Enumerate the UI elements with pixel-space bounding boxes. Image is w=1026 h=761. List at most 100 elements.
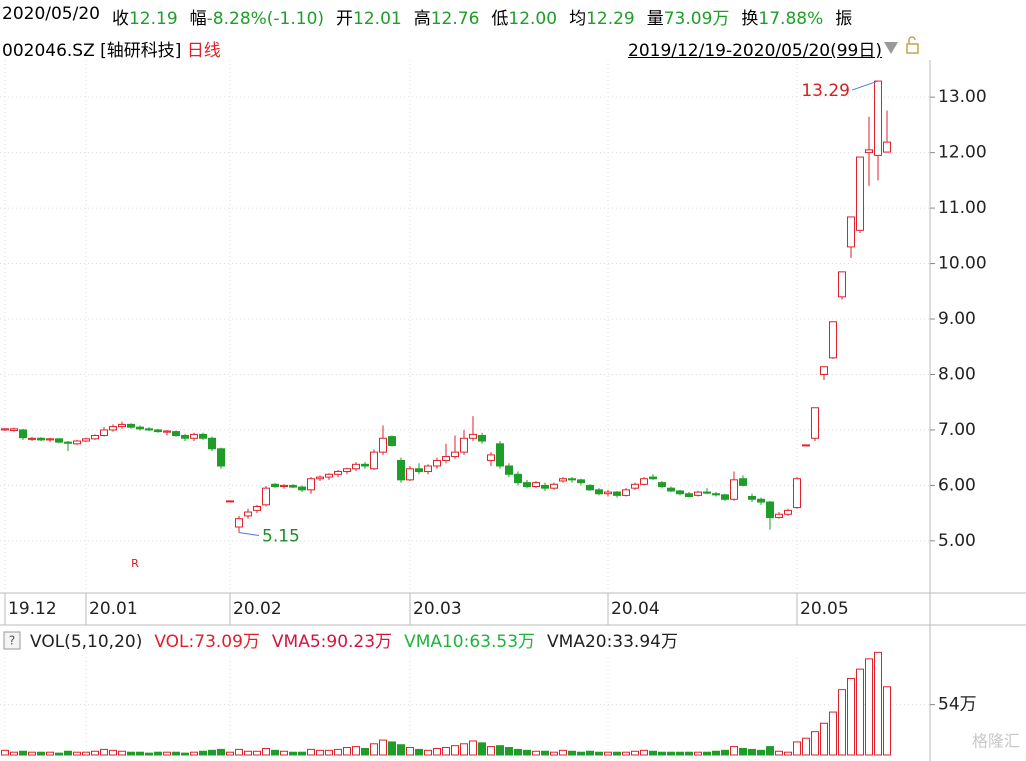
watermark: 格隆汇 <box>972 732 1020 751</box>
quote-label: 收 <box>111 9 129 29</box>
volume-bar <box>586 750 594 756</box>
min-label: 5.15 <box>262 527 300 547</box>
candle-body <box>262 487 270 506</box>
candle-body <box>46 438 54 441</box>
candle-body <box>622 489 630 496</box>
candle-body <box>676 490 684 495</box>
volume-legend: VOL(5,10,20) VOL:73.09万 VMA5:90.23万 VMA10:6… <box>30 632 678 652</box>
volume-bar <box>604 751 612 756</box>
candle-body <box>172 431 180 436</box>
candle-body <box>136 426 144 430</box>
candle-body <box>406 468 414 481</box>
volume-bar <box>730 746 738 756</box>
candle-body <box>361 463 369 467</box>
volume-bar <box>658 751 666 756</box>
volume-bar <box>784 751 792 756</box>
candle-body <box>694 491 702 496</box>
volume-bar <box>847 677 855 756</box>
candle-body <box>244 511 252 517</box>
volume-bar <box>883 686 891 756</box>
candle-body <box>748 495 756 500</box>
volume-bar <box>622 751 630 756</box>
candle-body <box>640 478 648 485</box>
volume-bar <box>397 744 405 756</box>
dropdown-icon[interactable] <box>884 42 898 54</box>
volume-bar <box>334 748 342 756</box>
volume-bar <box>775 750 783 756</box>
candle-body <box>514 473 522 484</box>
quote-label: 高 <box>413 9 431 29</box>
candle-body <box>163 430 171 433</box>
x-tick-label: 20.04 <box>611 599 660 619</box>
max-label: 13.29 <box>801 81 850 101</box>
volume-bar <box>739 747 747 756</box>
max-arrow <box>851 80 879 91</box>
candle-body <box>10 428 18 431</box>
candle-body <box>460 437 468 453</box>
candle-body <box>712 493 720 496</box>
volume-bar <box>37 751 45 756</box>
candle-body <box>577 479 585 484</box>
lock-icon[interactable] <box>906 43 919 54</box>
volume-bar <box>235 748 243 756</box>
candle-body <box>217 448 225 467</box>
candle-body <box>532 482 540 488</box>
y-tick-label: 54万 <box>938 695 977 715</box>
volume-bar <box>523 749 531 756</box>
quote-value: 73.09万 <box>663 9 730 29</box>
candle-body <box>352 463 360 470</box>
quote-item: 高12.76 <box>414 4 480 30</box>
quote-value: 12.19 <box>128 9 178 29</box>
help-icon[interactable] <box>3 631 21 650</box>
candle-body <box>415 468 423 473</box>
volume-bar <box>712 750 720 756</box>
candle-body <box>586 484 594 491</box>
volume-bar <box>370 743 378 756</box>
volume-bar <box>415 748 423 756</box>
volume-bar <box>181 752 189 756</box>
candle-body <box>613 491 621 496</box>
volume-bar <box>55 752 63 756</box>
x-tick-label: 20.02 <box>233 599 282 619</box>
quote-label: 量 <box>646 9 664 29</box>
quote-value: 12.01 <box>353 9 402 29</box>
quote-label: 均 <box>569 9 587 29</box>
volume-bar <box>271 749 279 756</box>
volume-bar <box>766 746 774 756</box>
volume-bar <box>190 751 198 756</box>
candle-body <box>811 407 819 439</box>
date-range[interactable]: 2019/12/19-2020/05/20(99日) <box>628 41 882 61</box>
volume-bar <box>559 749 567 756</box>
candle-body <box>280 484 288 488</box>
volume-bar <box>613 751 621 756</box>
volume-bar <box>118 750 126 756</box>
y-tick-label: 6.00 <box>938 475 976 495</box>
quote-item: 均12.29 <box>569 4 635 30</box>
y-tick-label: 10.00 <box>938 254 987 274</box>
volume-bar <box>136 751 144 756</box>
volume-bar <box>865 658 873 756</box>
volume-bar <box>298 751 306 756</box>
candle-body <box>757 498 765 503</box>
quote-label: 换 <box>741 9 759 29</box>
candle-body <box>505 465 513 475</box>
volume-bar <box>199 750 207 756</box>
x-tick-label: 19.12 <box>8 599 57 619</box>
candle-body <box>766 501 774 519</box>
candle-body <box>55 438 63 443</box>
period[interactable]: 日线 <box>186 41 221 61</box>
volume-bar <box>10 751 18 756</box>
volume-bar <box>856 668 864 756</box>
volume-bar <box>289 751 297 756</box>
candle-body <box>865 149 873 154</box>
volume-bar <box>685 751 693 756</box>
candle-body <box>442 456 450 461</box>
candle-body <box>523 482 531 488</box>
legend-item: VOL(5,10,20) <box>30 632 142 652</box>
candle-body <box>298 486 306 491</box>
quote-label: 开 <box>336 9 354 29</box>
candle-body <box>325 473 333 478</box>
volume-bar <box>568 750 576 756</box>
candle-body <box>208 437 216 450</box>
candle-body <box>370 451 378 470</box>
